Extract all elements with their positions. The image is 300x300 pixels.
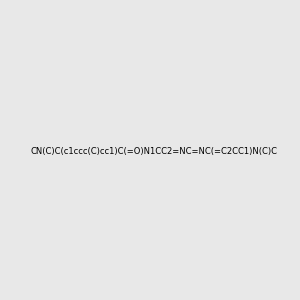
Text: CN(C)C(c1ccc(C)cc1)C(=O)N1CC2=NC=NC(=C2CC1)N(C)C: CN(C)C(c1ccc(C)cc1)C(=O)N1CC2=NC=NC(=C2C… bbox=[30, 147, 277, 156]
